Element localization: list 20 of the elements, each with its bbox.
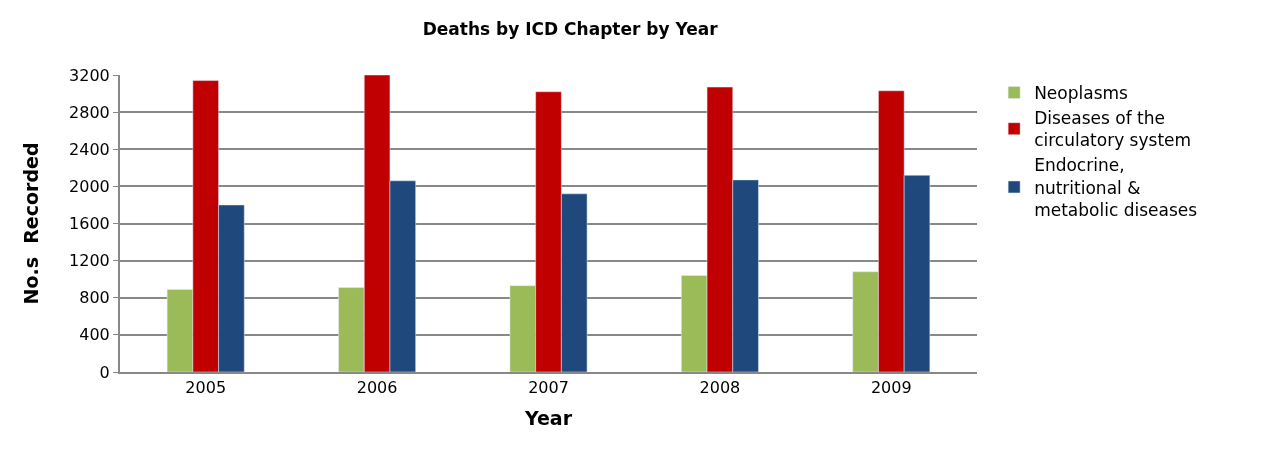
y-tick-label: 800	[79, 288, 110, 308]
x-axis-title: Year	[523, 406, 573, 429]
x-tick-label: 2009	[870, 378, 912, 398]
y-tick-label: 0	[99, 362, 110, 382]
y-tick-label: 1200	[69, 251, 110, 271]
x-tick-label: 2008	[699, 378, 741, 398]
legend-label: Neoplasms	[1034, 83, 1129, 104]
y-tick-label: 1600	[69, 214, 110, 234]
y-tick-label: 2000	[69, 176, 110, 196]
y-tick-label: 3200	[69, 65, 110, 85]
y-axis-title: No.s Recorded	[20, 142, 43, 305]
x-tick-label: 2005	[185, 378, 227, 398]
x-tick-label: 2006	[356, 378, 398, 398]
legend-label: Endocrine, nutritional & metabolic diseases	[1034, 155, 1198, 220]
x-tick-label: 2007	[528, 378, 569, 398]
chart-title: Deaths by ICD Chapter by Year	[422, 18, 719, 39]
legend-label: Diseases of the circulatory system	[1034, 108, 1192, 151]
y-tick-label: 400	[79, 325, 110, 345]
y-tick-label: 2400	[69, 139, 110, 159]
y-tick-label: 2800	[69, 102, 110, 122]
